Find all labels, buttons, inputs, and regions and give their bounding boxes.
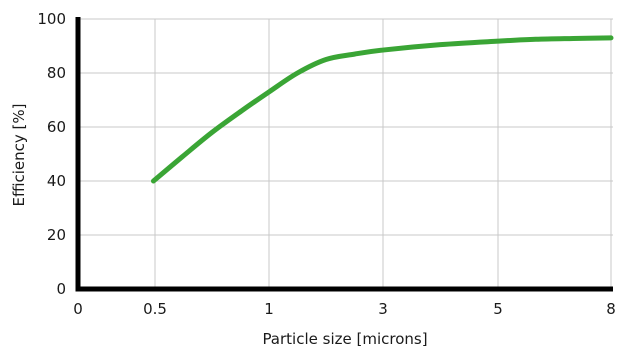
y-tick-label-0: 0 xyxy=(56,280,66,298)
y-tick-label-60: 60 xyxy=(47,118,66,136)
x-tick-label-5: 5 xyxy=(493,300,503,318)
efficiency-series-line xyxy=(150,35,614,184)
y-tick-label-80: 80 xyxy=(47,64,66,82)
y-axis-title: Efficiency [%] xyxy=(10,104,28,207)
tick-labels: 0 20 40 60 80 100 0 0.5 1 3 5 8 xyxy=(37,10,615,318)
series-group xyxy=(150,35,614,184)
x-tick-label-8: 8 xyxy=(606,300,616,318)
axes xyxy=(75,17,613,292)
x-tick-label-0: 0 xyxy=(73,300,83,318)
y-tick-label-20: 20 xyxy=(47,226,66,244)
x-tick-label-1: 1 xyxy=(264,300,274,318)
y-tick-label-40: 40 xyxy=(47,172,66,190)
x-axis-title: Particle size [microns] xyxy=(262,330,427,348)
y-tick-label-100: 100 xyxy=(37,10,66,28)
grid xyxy=(78,18,613,289)
x-tick-label-3: 3 xyxy=(378,300,388,318)
x-tick-label-0.5: 0.5 xyxy=(143,300,167,318)
